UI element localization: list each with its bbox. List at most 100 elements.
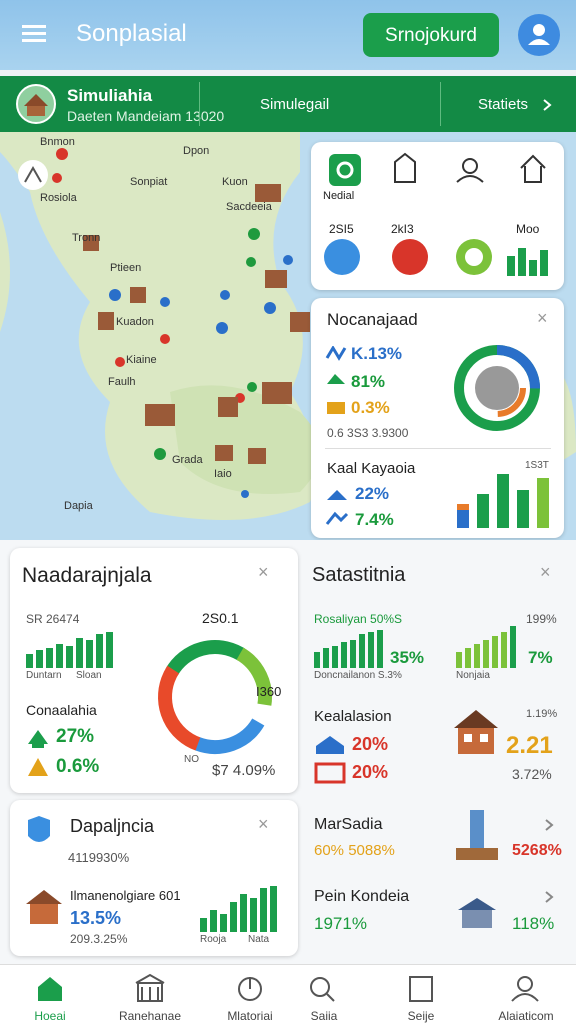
close-button[interactable]: × xyxy=(537,308,548,328)
nav-label[interactable]: Ranehanae xyxy=(118,1009,182,1023)
item-title: Pein Kondeia xyxy=(314,888,410,905)
stat-label: 2SI5 xyxy=(329,222,354,236)
banner-icon xyxy=(16,84,56,124)
line: Rosaliyan 50%S xyxy=(314,612,403,626)
primary-button[interactable]: Srnojokurd xyxy=(363,13,499,57)
right-note: 3.72% xyxy=(512,766,552,782)
chevron[interactable] xyxy=(544,890,554,904)
line: 199% xyxy=(526,612,557,626)
house-icon xyxy=(454,710,498,754)
banner-center: Simulegail xyxy=(260,96,330,113)
row-value: 81% xyxy=(351,372,386,391)
list-panel: MarSadia 60% 5088% 5268% Pein Kondeia 19… xyxy=(300,800,566,956)
divider xyxy=(325,448,551,449)
item-line: 60% 5088% xyxy=(314,842,395,859)
caption: Duntarn xyxy=(26,670,62,681)
chevron xyxy=(543,99,552,111)
toolbar-card: Nedial 2SI5 2kI3 Moo xyxy=(311,142,564,290)
row-icons xyxy=(325,346,347,414)
map-labels: Bnmon Dpon Sonpiat Rosiola Kuon Sacdeeia… xyxy=(0,132,310,540)
donut-label: 2S0.1 xyxy=(202,610,239,626)
nav-label[interactable]: Hoeai xyxy=(34,1009,66,1023)
big-value: 13.5% xyxy=(70,908,122,928)
subtitle: Conaalahia xyxy=(26,702,97,718)
caption: Doncnailanon S.3% xyxy=(314,670,402,681)
card-value: 4119930% xyxy=(68,850,130,865)
detail-card: Dapaljncia × 4119930% Ilmanenolgiare 601… xyxy=(10,800,298,956)
nav-label[interactable]: Alaiaticom xyxy=(498,1009,554,1023)
row-value: K.13% xyxy=(351,344,403,363)
mini-bars xyxy=(26,632,113,668)
map-label: Kuon xyxy=(222,176,248,188)
close-button[interactable]: × xyxy=(258,562,269,582)
donut-chart xyxy=(454,345,540,431)
donut-label: $7 4.09% xyxy=(212,762,276,779)
banner-link[interactable]: Statiets xyxy=(478,96,529,113)
close-button[interactable]: × xyxy=(540,562,551,582)
stat-label: 2kI3 xyxy=(391,222,414,236)
big-value: 7% xyxy=(528,648,553,667)
house-icon xyxy=(458,898,496,928)
nav-label[interactable]: Mlatoriai xyxy=(227,1009,273,1023)
locate-button[interactable] xyxy=(18,160,48,190)
toolbar-label: Nedial xyxy=(323,190,355,202)
row-icons xyxy=(325,490,349,525)
stats-panel: Satastitnia × Rosaliyan 50%S 35% Doncnai… xyxy=(300,548,566,793)
axis-label: Rooja xyxy=(200,934,227,945)
banner-title: Simuliahia xyxy=(67,86,153,105)
row-note: 0.6 3S3 3.9300 xyxy=(327,426,409,440)
map-label: Sacdeeia xyxy=(226,201,272,213)
avatar[interactable] xyxy=(517,13,561,57)
card-title: Dapaljncia xyxy=(70,816,155,836)
map-label: Iaio xyxy=(214,468,232,480)
map-label: Dapia xyxy=(64,500,93,512)
right-note: 1.19% xyxy=(526,708,558,720)
map-label: Faulh xyxy=(108,376,136,388)
row-value: 22% xyxy=(355,484,390,503)
map-label: Bnmon xyxy=(40,136,75,148)
mini-bars xyxy=(457,474,549,528)
badge-icon xyxy=(28,816,50,842)
mini-bars xyxy=(200,886,277,932)
row-icons xyxy=(314,736,346,784)
summary-card: Nocanajaad × K.13% 81% 0.3% 0.6 3S3 3.93… xyxy=(311,298,564,538)
donut-label: NO xyxy=(184,754,199,765)
toolbar-icons[interactable] xyxy=(325,152,557,192)
row-value: 0.3% xyxy=(351,398,390,417)
map-label: Kuadon xyxy=(116,316,154,328)
nav-label[interactable]: Saiia xyxy=(310,1009,338,1023)
donut-chart xyxy=(158,640,272,754)
card-title: Nocanajaad xyxy=(327,310,418,329)
divider xyxy=(199,82,200,126)
section-title: Kaal Kayaoia xyxy=(327,460,416,477)
row-value: 7.4% xyxy=(355,510,394,529)
stats-card: Naadarajnjala × SR 26474 Duntarn Sloan C… xyxy=(10,548,298,793)
map-label: Ptieen xyxy=(110,262,142,274)
map xyxy=(0,132,576,540)
map-label: Kiaine xyxy=(126,354,157,366)
banner: Simuliahia Daeten Mandeiam 13020 Simuleg… xyxy=(0,76,576,132)
axis-label: Nata xyxy=(248,934,270,945)
row-icons xyxy=(28,730,48,776)
stat-icons xyxy=(324,239,548,276)
row-value: 20% xyxy=(352,734,389,754)
map-label: Dpon xyxy=(183,145,210,157)
row-value: 0.6% xyxy=(56,756,100,777)
mini-bars xyxy=(456,626,516,668)
card-title: Naadarajnjala xyxy=(22,564,152,587)
donut-label: I360 xyxy=(256,684,282,699)
banner-subtitle: Daeten Mandeiam 13020 xyxy=(67,108,225,124)
tower-icon xyxy=(456,810,498,860)
app-title: Sonplasial xyxy=(76,20,187,47)
map-label: Rosiola xyxy=(40,192,77,204)
caption: Sloan xyxy=(76,670,102,681)
close-button[interactable]: × xyxy=(258,814,269,834)
chevron[interactable] xyxy=(544,818,554,832)
item-title: MarSadia xyxy=(314,816,383,833)
divider xyxy=(440,82,441,126)
map-label: Sonpiat xyxy=(130,176,168,188)
nav-label[interactable]: Seije xyxy=(407,1009,435,1023)
house-icon xyxy=(26,890,62,924)
menu-icon[interactable] xyxy=(22,24,48,44)
